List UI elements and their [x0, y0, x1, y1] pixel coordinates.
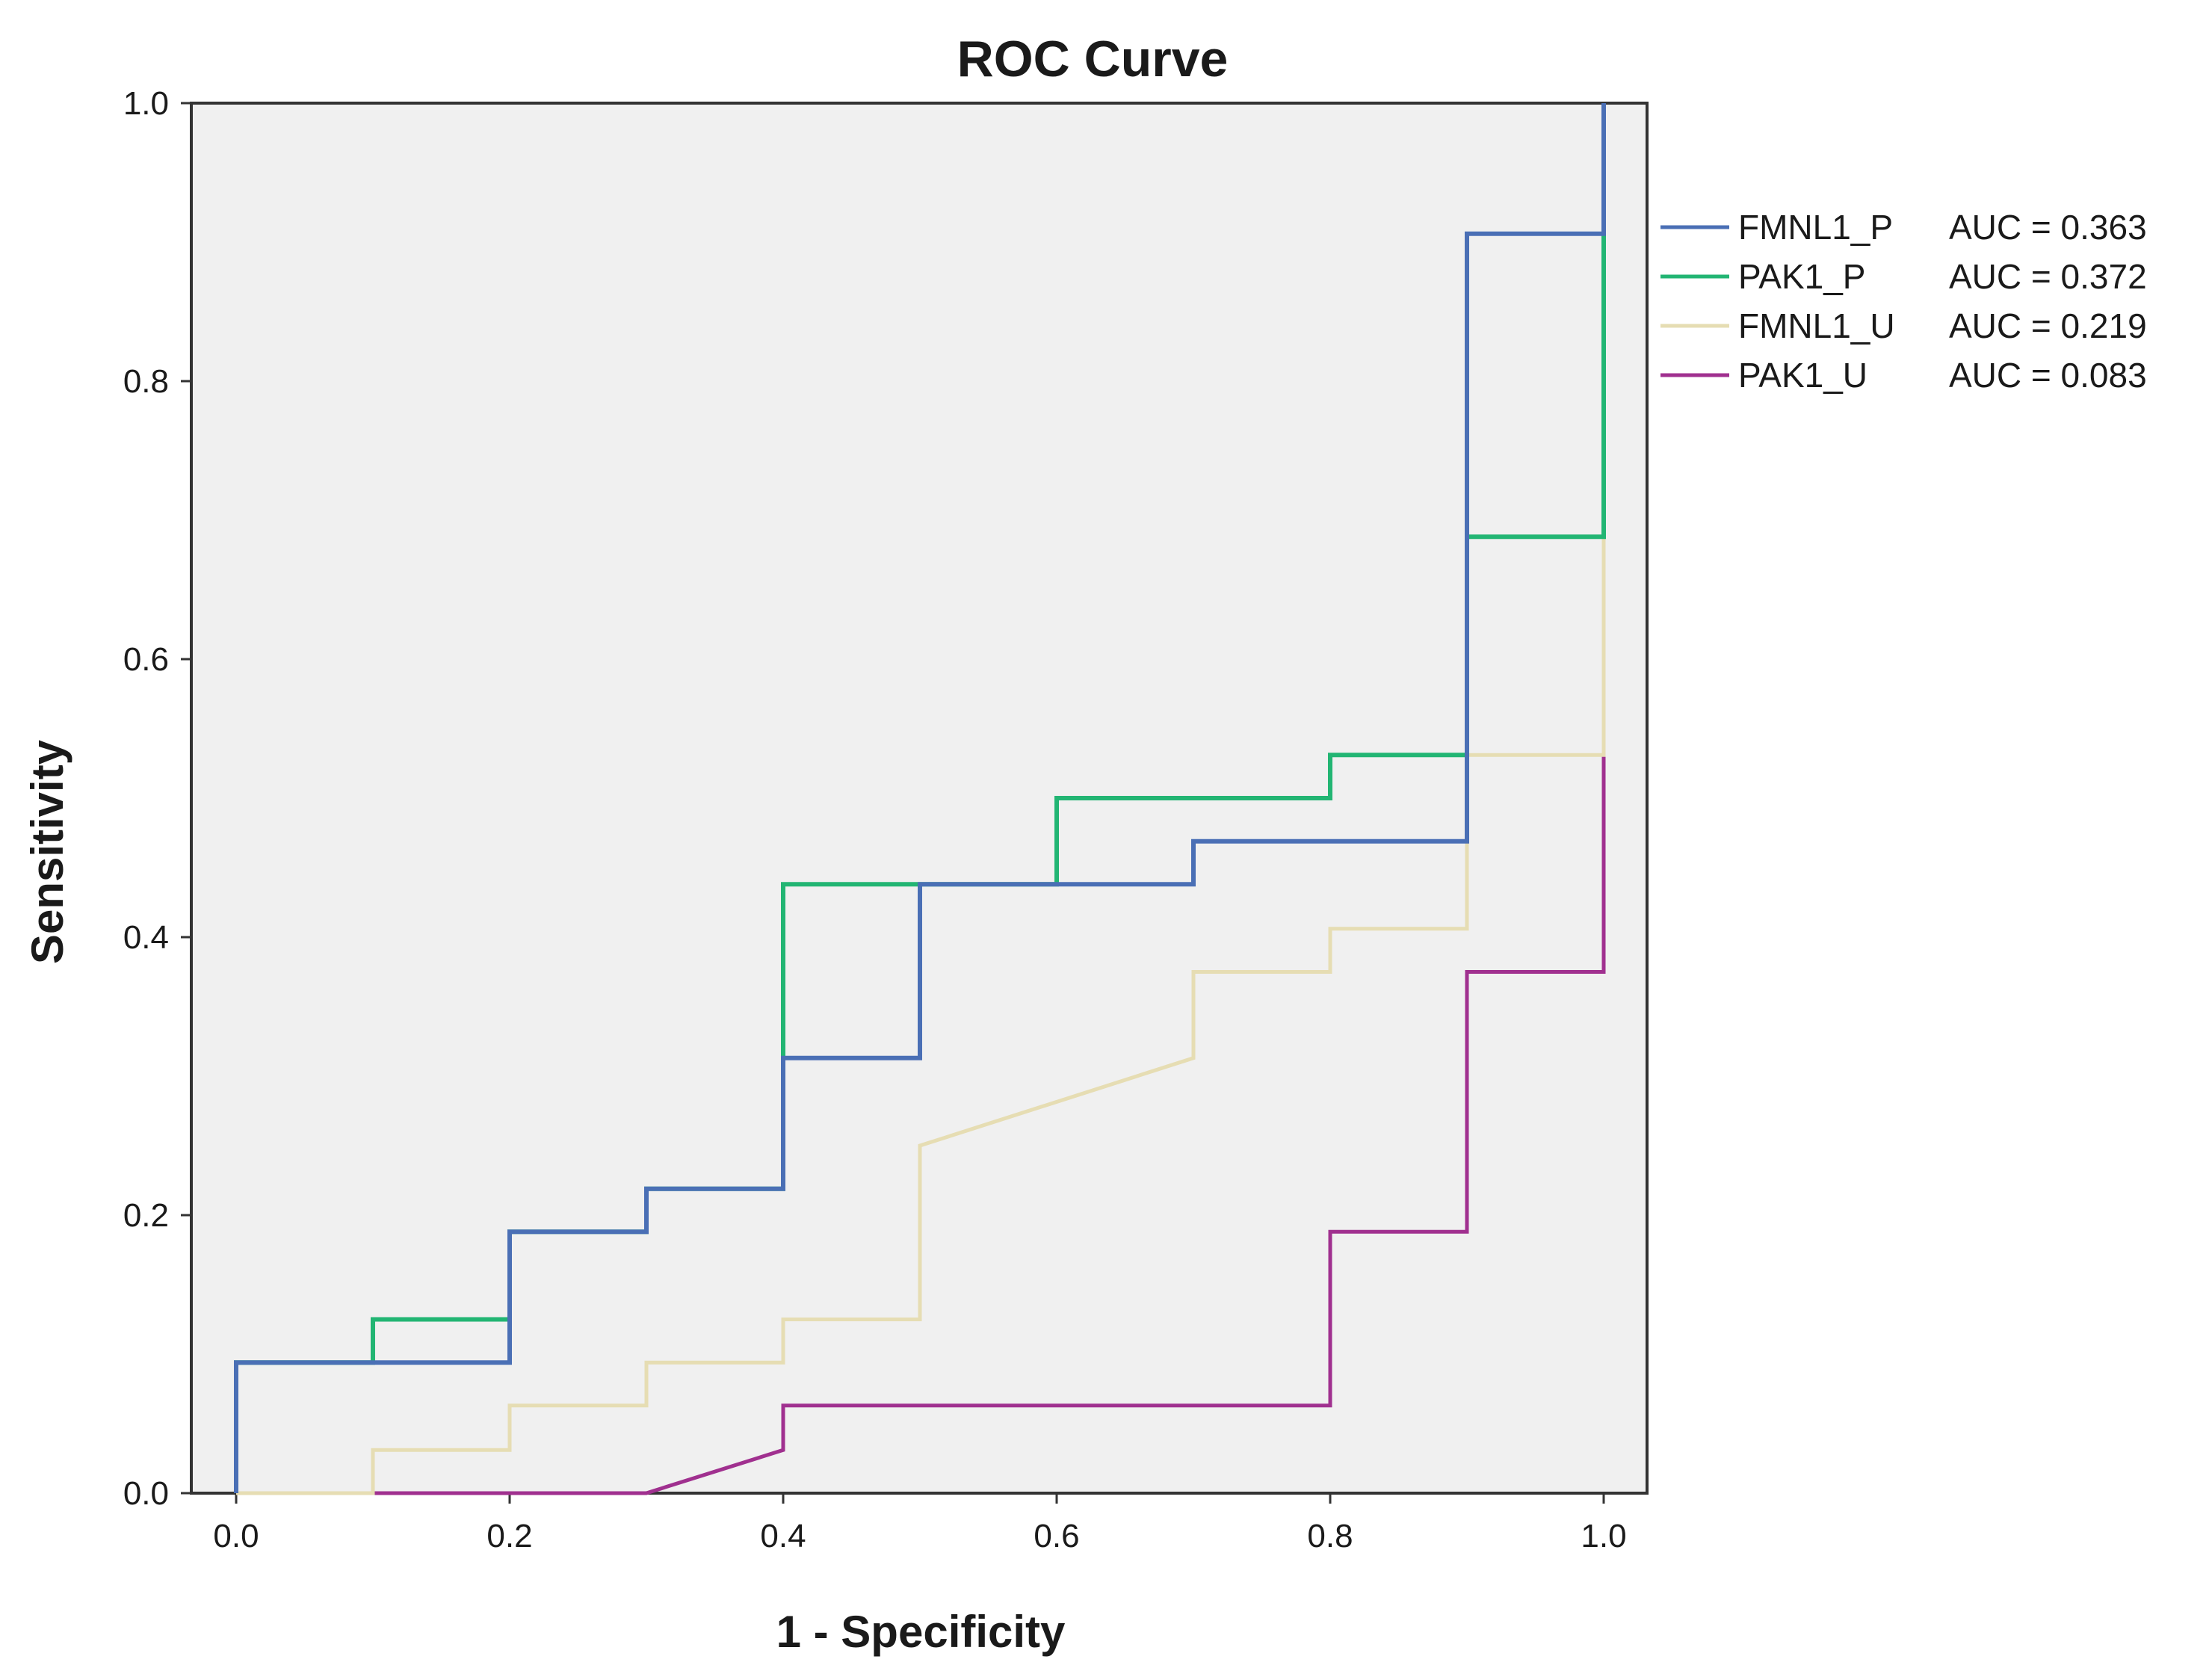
- y-axis-title: Sensitivity: [22, 739, 72, 964]
- y-tick-label: 0.8: [123, 363, 169, 400]
- y-tick-label: 0.4: [123, 919, 169, 956]
- y-tick-label: 0.2: [123, 1197, 169, 1234]
- x-tick-label: 0.8: [1307, 1518, 1353, 1554]
- x-axis: 0.0 0.2 0.4 0.6 0.8 1.0: [213, 1493, 1627, 1554]
- legend-auc-label: AUC = 0.363: [1949, 208, 2147, 247]
- y-tick-label: 0.0: [123, 1475, 169, 1512]
- x-tick-label: 1.0: [1581, 1518, 1626, 1554]
- series-layer: [234, 103, 1606, 1495]
- x-axis-title: 1 - Specificity: [776, 1607, 1066, 1657]
- legend-auc-label: AUC = 0.219: [1949, 306, 2147, 345]
- series-line-fmnl1-p: [234, 103, 1606, 1493]
- x-tick-label: 0.0: [213, 1518, 259, 1554]
- y-axis: 0.0 0.2 0.4 0.6 0.8 1.0: [123, 85, 191, 1512]
- y-tick-label: 0.6: [123, 641, 169, 678]
- legend-auc-label: AUC = 0.083: [1949, 356, 2147, 395]
- legend: FMNL1_P AUC = 0.363 PAK1_P AUC = 0.372 FMNL1…: [1660, 208, 2147, 395]
- legend-series-name: FMNL1_U: [1738, 306, 1895, 345]
- legend-series-name: FMNL1_P: [1738, 208, 1893, 247]
- y-tick-label: 1.0: [123, 85, 169, 122]
- x-tick-label: 0.4: [760, 1518, 806, 1554]
- x-tick-label: 0.2: [486, 1518, 532, 1554]
- legend-auc-label: AUC = 0.372: [1949, 257, 2147, 296]
- chart-title: ROC Curve: [957, 31, 1229, 87]
- legend-series-name: PAK1_U: [1738, 356, 1867, 395]
- x-tick-label: 0.6: [1034, 1518, 1079, 1554]
- legend-series-name: PAK1_P: [1738, 257, 1865, 296]
- series-line-fmnl1-u: [236, 103, 1606, 1495]
- series-line-pak1-u: [236, 103, 1606, 1495]
